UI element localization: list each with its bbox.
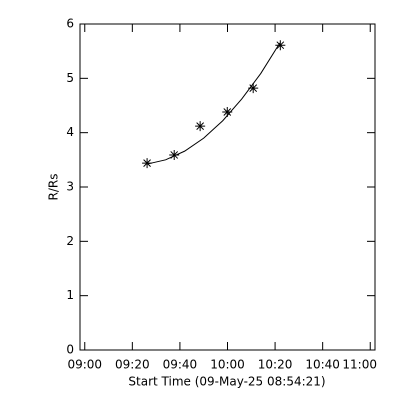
y-tick-label: 3 bbox=[66, 180, 74, 194]
data-point bbox=[142, 158, 153, 169]
x-tick-label: 10:00 bbox=[210, 358, 245, 372]
x-tick-label: 09:20 bbox=[115, 358, 150, 372]
data-point bbox=[195, 121, 206, 132]
y-tick-label: 1 bbox=[66, 288, 74, 302]
plot-frame bbox=[79, 23, 376, 351]
y-tick-label: 6 bbox=[66, 17, 74, 31]
data-point bbox=[169, 149, 180, 160]
y-axis-label: R/Rs bbox=[47, 174, 61, 201]
x-tick-label: 10:40 bbox=[305, 358, 340, 372]
x-tick-label: 09:00 bbox=[67, 358, 102, 372]
fit-curve bbox=[146, 42, 281, 165]
y-tick-label: 5 bbox=[66, 71, 74, 85]
y-tick-label: 0 bbox=[66, 343, 74, 357]
data-point bbox=[248, 83, 259, 94]
data-point bbox=[222, 107, 233, 118]
x-tick-label: 09:40 bbox=[163, 358, 198, 372]
y-tick-label: 2 bbox=[66, 234, 74, 248]
x-tick-label: 11:00 bbox=[342, 358, 377, 372]
x-tick-label: 10:20 bbox=[258, 358, 293, 372]
x-axis-label: Start Time (09-May-25 08:54:21) bbox=[128, 375, 325, 389]
y-tick-label: 4 bbox=[66, 125, 74, 139]
data-point bbox=[275, 40, 286, 51]
